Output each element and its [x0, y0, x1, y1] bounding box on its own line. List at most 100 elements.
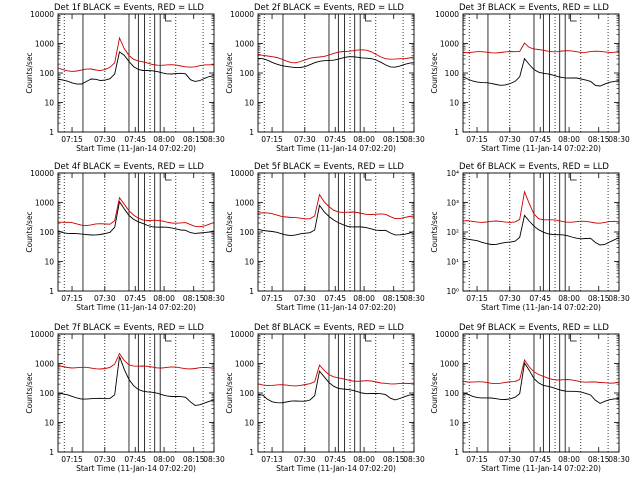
plot-frame — [257, 172, 415, 292]
events-series-line — [57, 51, 215, 85]
y-tick-label: 1 — [249, 128, 254, 137]
y-tick-label: 10 — [44, 419, 54, 428]
y-axis-label: Counts/sec — [430, 372, 439, 413]
y-tick-label: 10² — [446, 228, 459, 237]
plot-frame — [462, 13, 620, 133]
x-tick-label: 07:30 — [294, 135, 316, 144]
y-tick-label: 10 — [449, 99, 459, 108]
bracket-mark — [365, 334, 372, 342]
x-tick-label: 08:15 — [383, 135, 405, 144]
y-tick-label: 1 — [49, 448, 54, 457]
lld-series-line — [257, 193, 415, 220]
x-tick-label: 08:00 — [558, 294, 580, 303]
y-tick-label: 100 — [40, 389, 55, 398]
plot-frame — [462, 333, 620, 453]
bracket-mark — [570, 14, 577, 22]
plot-frame — [57, 13, 215, 133]
x-axis-label: Start Time (11-Jan-14 07:02:20) — [76, 144, 196, 153]
x-tick-label: 07:30 — [94, 455, 116, 464]
x-axis-label: Start Time (11-Jan-14 07:02:20) — [481, 303, 601, 312]
y-tick-label: 10³ — [446, 199, 459, 208]
x-tick-label: 08:00 — [558, 135, 580, 144]
lld-series-line — [257, 364, 415, 387]
x-tick-label: 07:45 — [529, 455, 551, 464]
y-tick-label: 10000 — [30, 330, 54, 339]
x-tick-label: 08:00 — [353, 294, 375, 303]
events-series-line — [57, 200, 215, 236]
y-tick-label: 1000 — [35, 360, 54, 369]
y-tick-label: 100 — [240, 389, 255, 398]
x-tick-label: 08:00 — [153, 294, 175, 303]
y-tick-label: 100 — [240, 69, 255, 78]
plot-frame — [57, 333, 215, 453]
y-tick-label: 10⁴ — [446, 169, 459, 178]
x-tick-label: 07:30 — [499, 135, 521, 144]
events-series-line — [257, 204, 415, 237]
bracket-mark — [570, 334, 577, 342]
detector-panel: Det 1f BLACK = Events, RED = LLD 1 10 100 10… — [25, 3, 225, 153]
x-tick-label: 07:45 — [324, 135, 346, 144]
x-tick-label: 07:30 — [294, 455, 316, 464]
panel-title: Det 5f BLACK = Events, RED = LLD — [254, 162, 404, 172]
panel-title: Det 1f BLACK = Events, RED = LLD — [54, 3, 204, 13]
x-tick-label: 08:30 — [203, 455, 225, 464]
x-tick-label: 08:00 — [153, 135, 175, 144]
y-axis-label: Counts/sec — [430, 211, 439, 252]
detector-panel: Det 4f BLACK = Events, RED = LLD 1 10 100 10… — [25, 162, 225, 312]
x-tick-label: 08:00 — [558, 455, 580, 464]
panel-title: Det 9f BLACK = Events, RED = LLD — [459, 323, 609, 333]
y-tick-label: 1000 — [35, 199, 54, 208]
detector-panel: Det 5f BLACK = Events, RED = LLD 1 10 100 10… — [225, 162, 425, 312]
x-tick-label: 08:15 — [588, 135, 610, 144]
x-tick-label: 08:30 — [403, 294, 425, 303]
x-tick-label: 07:45 — [529, 294, 551, 303]
events-series-line — [257, 370, 415, 404]
x-axis-label: Start Time (11-Jan-14 07:02:20) — [76, 303, 196, 312]
x-tick-label: 08:15 — [183, 294, 205, 303]
bracket-mark — [570, 173, 577, 181]
lld-series-line — [257, 49, 415, 64]
x-axis-label: Start Time (11-Jan-14 07:02:20) — [276, 464, 396, 473]
x-tick-label: 07:45 — [529, 135, 551, 144]
y-tick-label: 10000 — [30, 10, 54, 19]
detector-panel: Det 8f BLACK = Events, RED = LLD 1 10 100 10… — [225, 323, 425, 473]
panel-title: Det 7f BLACK = Events, RED = LLD — [54, 323, 204, 333]
x-tick-label: 08:15 — [183, 455, 205, 464]
y-axis-label: Counts/sec — [225, 52, 234, 93]
x-tick-label: 08:30 — [403, 455, 425, 464]
x-tick-label: 07:30 — [499, 294, 521, 303]
y-tick-label: 10 — [44, 258, 54, 267]
lld-series-line — [462, 190, 620, 224]
x-tick-label: 07:45 — [124, 455, 146, 464]
plot-frame — [57, 172, 215, 292]
events-series-line — [462, 57, 620, 87]
y-axis-label: Counts/sec — [225, 372, 234, 413]
y-tick-label: 1000 — [235, 360, 254, 369]
x-tick-label: 07:15 — [261, 294, 283, 303]
y-tick-label: 1 — [249, 448, 254, 457]
detector-panel: Det 7f BLACK = Events, RED = LLD 1 10 100 10… — [25, 323, 225, 473]
x-tick-label: 07:15 — [61, 135, 83, 144]
lld-series-line — [462, 358, 620, 385]
x-tick-label: 07:30 — [294, 294, 316, 303]
y-tick-label: 1000 — [235, 199, 254, 208]
panel-title: Det 2f BLACK = Events, RED = LLD — [254, 3, 404, 13]
y-tick-label: 1000 — [35, 40, 54, 49]
detector-panel: Det 3f BLACK = Events, RED = LLD 1 10 100 10… — [430, 3, 630, 153]
panel-title: Det 3f BLACK = Events, RED = LLD — [459, 3, 609, 13]
y-tick-label: 10¹ — [446, 258, 459, 267]
y-tick-label: 10000 — [230, 10, 254, 19]
x-tick-label: 08:15 — [183, 135, 205, 144]
y-tick-label: 10⁰ — [446, 287, 459, 296]
y-tick-label: 100 — [40, 69, 55, 78]
y-tick-label: 10000 — [435, 330, 459, 339]
plot-frame — [257, 333, 415, 453]
detector-panel: Det 6f BLACK = Events, RED = LLD 10⁰ 10¹ 10… — [430, 162, 630, 312]
lld-series-line — [462, 42, 620, 54]
x-tick-label: 08:00 — [153, 455, 175, 464]
x-tick-label: 07:45 — [124, 135, 146, 144]
x-axis-label: Start Time (11-Jan-14 07:02:20) — [481, 464, 601, 473]
y-tick-label: 10 — [44, 99, 54, 108]
x-tick-label: 07:15 — [466, 455, 488, 464]
